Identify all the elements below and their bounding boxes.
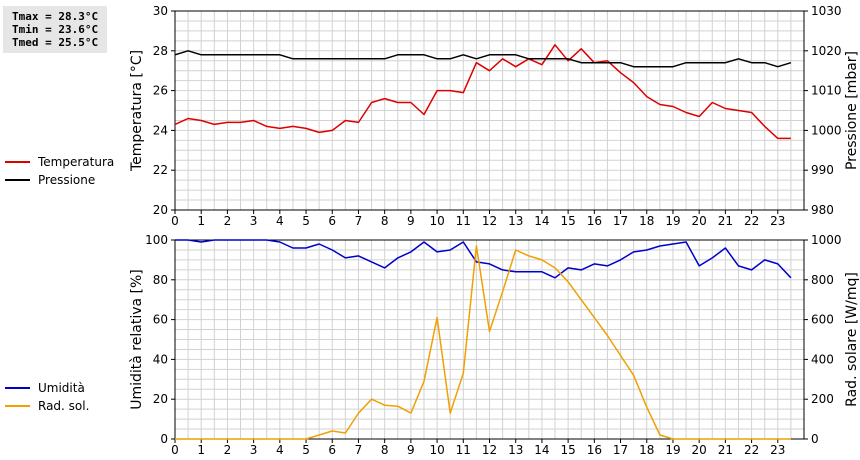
legend-label-0: Umidità xyxy=(38,381,85,395)
right-y-tick-label: 0 xyxy=(811,432,819,446)
left-y-tick-label: 40 xyxy=(153,352,168,366)
x-tick-label: 4 xyxy=(276,214,284,228)
right-y-tick-label: 1000 xyxy=(811,233,842,247)
x-tick-label: 1 xyxy=(197,443,205,457)
tmin-label: Tmin = 23.6°C xyxy=(12,23,99,36)
legend-label-0: Temperatura xyxy=(37,155,114,169)
left-axis-title: Temperatura [°C] xyxy=(129,50,145,172)
right-y-tick-label: 400 xyxy=(811,352,834,366)
x-tick-label: 14 xyxy=(534,443,549,457)
series-line-1 xyxy=(175,245,791,440)
left-y-tick-label: 20 xyxy=(153,392,168,406)
right-y-tick-label: 980 xyxy=(811,203,834,217)
tmax-label: Tmax = 28.3°C xyxy=(12,10,99,23)
x-tick-label: 23 xyxy=(770,443,785,457)
x-tick-label: 7 xyxy=(355,214,363,228)
right-y-tick-label: 800 xyxy=(811,273,834,287)
x-tick-label: 15 xyxy=(560,214,575,228)
x-tick-label: 17 xyxy=(613,443,628,457)
x-tick-label: 11 xyxy=(456,214,471,228)
legend-label-1: Rad. sol. xyxy=(38,399,89,413)
left-y-tick-label: 60 xyxy=(153,313,168,327)
x-tick-label: 19 xyxy=(665,214,680,228)
x-tick-label: 12 xyxy=(482,214,497,228)
x-tick-label: 5 xyxy=(302,443,310,457)
x-tick-label: 12 xyxy=(482,443,497,457)
left-axis-title: Umidità relativa [%] xyxy=(129,269,145,410)
x-tick-label: 7 xyxy=(355,443,363,457)
right-y-tick-label: 1000 xyxy=(811,123,842,137)
x-tick-label: 11 xyxy=(456,443,471,457)
x-tick-label: 15 xyxy=(560,443,575,457)
left-y-tick-label: 28 xyxy=(153,44,168,58)
right-y-tick-label: 1010 xyxy=(811,84,842,98)
x-tick-label: 8 xyxy=(381,443,389,457)
x-tick-label: 4 xyxy=(276,443,284,457)
left-y-tick-label: 100 xyxy=(145,233,168,247)
right-y-tick-label: 1030 xyxy=(811,4,842,18)
x-tick-label: 5 xyxy=(302,214,310,228)
x-tick-label: 21 xyxy=(718,443,733,457)
x-tick-label: 6 xyxy=(328,443,336,457)
right-y-tick-label: 200 xyxy=(811,392,834,406)
x-tick-label: 13 xyxy=(508,443,523,457)
right-y-tick-label: 600 xyxy=(811,313,834,327)
left-y-tick-label: 80 xyxy=(153,273,168,287)
series-line-0 xyxy=(175,239,792,279)
right-axis-title: Pressione [mbar] xyxy=(844,51,860,170)
right-y-tick-label: 990 xyxy=(811,163,834,177)
x-tick-label: 2 xyxy=(224,214,232,228)
x-tick-label: 19 xyxy=(665,443,680,457)
left-y-tick-label: 0 xyxy=(160,432,168,446)
left-y-tick-label: 22 xyxy=(153,163,168,177)
x-tick-label: 8 xyxy=(381,214,389,228)
x-tick-label: 16 xyxy=(587,214,602,228)
x-tick-label: 10 xyxy=(429,443,444,457)
left-y-tick-label: 24 xyxy=(153,123,168,137)
x-tick-label: 22 xyxy=(744,443,759,457)
stats-box: Tmax = 28.3°C Tmin = 23.6°C Tmed = 25.5°… xyxy=(3,6,107,53)
x-tick-label: 21 xyxy=(718,214,733,228)
x-tick-label: 1 xyxy=(197,214,205,228)
x-tick-label: 20 xyxy=(692,214,707,228)
x-tick-label: 9 xyxy=(407,214,415,228)
tmed-label: Tmed = 25.5°C xyxy=(12,36,99,49)
left-y-tick-label: 30 xyxy=(153,4,168,18)
x-tick-label: 10 xyxy=(429,214,444,228)
x-tick-label: 16 xyxy=(587,443,602,457)
x-tick-label: 13 xyxy=(508,214,523,228)
x-tick-label: 9 xyxy=(407,443,415,457)
x-tick-label: 3 xyxy=(250,214,258,228)
x-tick-label: 18 xyxy=(639,443,654,457)
x-tick-label: 3 xyxy=(250,443,258,457)
x-tick-label: 2 xyxy=(224,443,232,457)
x-tick-label: 18 xyxy=(639,214,654,228)
series-line-1 xyxy=(174,50,792,68)
x-tick-label: 14 xyxy=(534,214,549,228)
right-axis-title: Rad. solare [W/mq] xyxy=(844,272,860,407)
x-tick-label: 0 xyxy=(171,214,179,228)
legend-label-1: Pressione xyxy=(38,173,95,187)
x-tick-label: 17 xyxy=(613,214,628,228)
left-y-tick-label: 26 xyxy=(153,84,168,98)
left-y-tick-label: 20 xyxy=(153,203,168,217)
x-tick-label: 6 xyxy=(328,214,336,228)
series-line-0 xyxy=(174,44,791,140)
x-tick-label: 20 xyxy=(692,443,707,457)
x-tick-label: 23 xyxy=(770,214,785,228)
x-tick-label: 0 xyxy=(171,443,179,457)
right-y-tick-label: 1020 xyxy=(811,44,842,58)
x-tick-label: 22 xyxy=(744,214,759,228)
